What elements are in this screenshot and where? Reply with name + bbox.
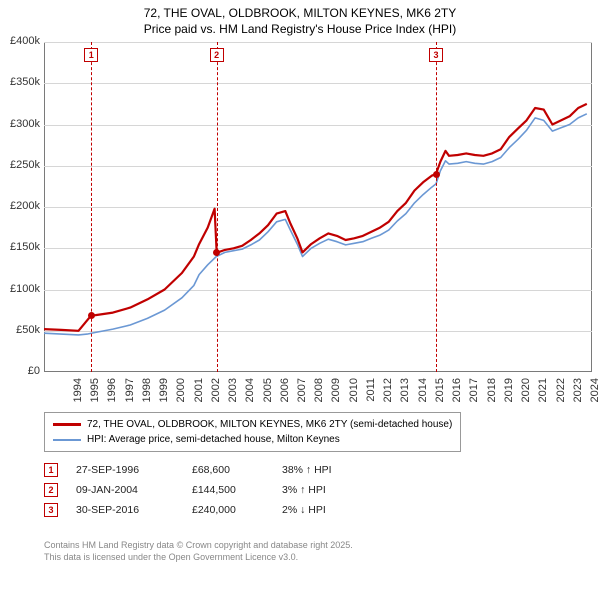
transaction-date: 09-JAN-2004 bbox=[76, 484, 174, 496]
transaction-delta: 3% ↑ HPI bbox=[282, 484, 326, 496]
transaction-row: 1 27-SEP-1996 £68,600 38% ↑ HPI bbox=[44, 460, 332, 480]
marker-line bbox=[91, 42, 92, 372]
marker-dot bbox=[433, 171, 440, 178]
legend-label: 72, THE OVAL, OLDBROOK, MILTON KEYNES, M… bbox=[87, 417, 452, 432]
legend-swatch bbox=[53, 423, 81, 426]
legend-item: 72, THE OVAL, OLDBROOK, MILTON KEYNES, M… bbox=[53, 417, 452, 432]
transaction-badge: 1 bbox=[44, 463, 58, 477]
attribution-line-1: Contains HM Land Registry data © Crown c… bbox=[44, 540, 353, 552]
transaction-price: £144,500 bbox=[192, 484, 264, 496]
attribution-line-2: This data is licensed under the Open Gov… bbox=[44, 552, 353, 564]
transaction-row: 3 30-SEP-2016 £240,000 2% ↓ HPI bbox=[44, 500, 332, 520]
attribution-text: Contains HM Land Registry data © Crown c… bbox=[44, 540, 353, 563]
marker-line bbox=[436, 42, 437, 372]
transaction-badge: 2 bbox=[44, 483, 58, 497]
transaction-badge: 3 bbox=[44, 503, 58, 517]
transaction-price: £68,600 bbox=[192, 464, 264, 476]
transaction-delta: 2% ↓ HPI bbox=[282, 504, 326, 516]
transaction-row: 2 09-JAN-2004 £144,500 3% ↑ HPI bbox=[44, 480, 332, 500]
series-line-hpi bbox=[44, 114, 587, 335]
series-line-price_paid bbox=[44, 104, 587, 331]
marker-line bbox=[217, 42, 218, 372]
legend-item: HPI: Average price, semi-detached house,… bbox=[53, 432, 452, 447]
marker-badge: 2 bbox=[210, 48, 224, 62]
transaction-date: 27-SEP-1996 bbox=[76, 464, 174, 476]
marker-dot bbox=[88, 312, 95, 319]
marker-badge: 1 bbox=[84, 48, 98, 62]
transaction-price: £240,000 bbox=[192, 504, 264, 516]
legend: 72, THE OVAL, OLDBROOK, MILTON KEYNES, M… bbox=[44, 412, 461, 452]
legend-swatch bbox=[53, 439, 81, 441]
transaction-table: 1 27-SEP-1996 £68,600 38% ↑ HPI 2 09-JAN-2004… bbox=[44, 460, 332, 520]
marker-badge: 3 bbox=[429, 48, 443, 62]
legend-label: HPI: Average price, semi-detached house,… bbox=[87, 432, 340, 447]
transaction-date: 30-SEP-2016 bbox=[76, 504, 174, 516]
transaction-delta: 38% ↑ HPI bbox=[282, 464, 332, 476]
